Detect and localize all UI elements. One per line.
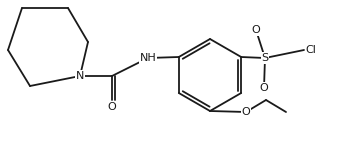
Text: S: S	[262, 53, 269, 63]
Text: O: O	[242, 107, 250, 117]
Text: NH: NH	[139, 53, 156, 63]
Text: Cl: Cl	[305, 45, 316, 55]
Text: O: O	[108, 102, 116, 112]
Text: O: O	[259, 83, 268, 93]
Text: N: N	[76, 71, 84, 81]
Text: O: O	[252, 25, 261, 35]
